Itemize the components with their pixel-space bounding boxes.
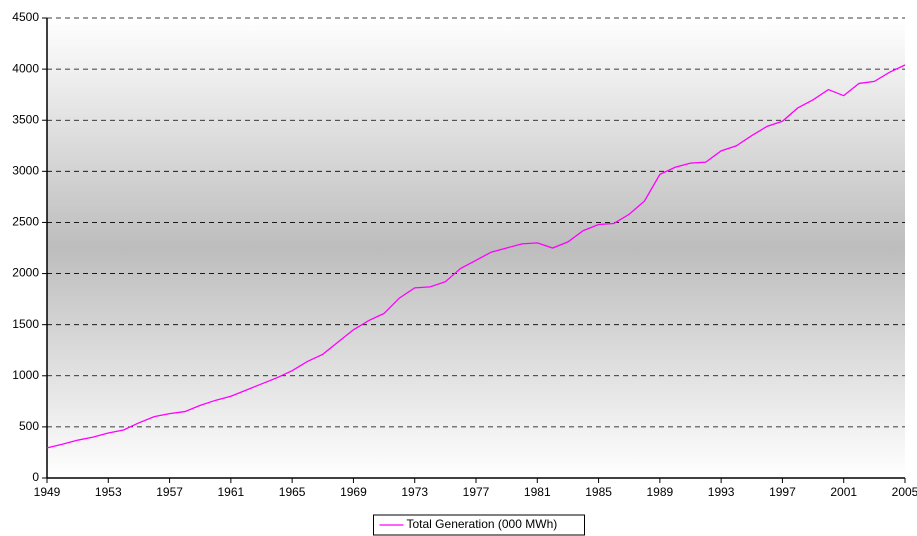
x-tick-label: 2005 [892,485,917,499]
x-tick-label: 1985 [585,485,612,499]
x-tick-label: 1993 [708,485,735,499]
x-tick-label: 1977 [463,485,490,499]
y-tick-label: 2500 [12,215,39,229]
x-tick-label: 1953 [95,485,122,499]
y-tick-label: 4000 [12,61,39,75]
y-tick-label: 4500 [12,10,39,24]
x-tick-label: 1981 [524,485,551,499]
y-tick-label: 1000 [12,368,39,382]
plot-area [47,18,905,478]
y-tick-label: 3000 [12,164,39,178]
x-tick-label: 2001 [830,485,857,499]
x-tick-label: 1949 [34,485,61,499]
legend-label: Total Generation (000 MWh) [407,517,558,531]
y-tick-label: 0 [32,470,39,484]
x-tick-label: 1965 [279,485,306,499]
y-tick-label: 2000 [12,266,39,280]
x-tick-label: 1997 [769,485,796,499]
y-tick-label: 500 [19,419,39,433]
x-tick-label: 1973 [401,485,428,499]
y-tick-label: 1500 [12,317,39,331]
x-tick-label: 1961 [218,485,245,499]
data-line [46,64,906,449]
y-tick-label: 3500 [12,112,39,126]
x-tick-label: 1957 [156,485,183,499]
x-tick-label: 1989 [647,485,674,499]
legend-box [373,514,585,536]
x-tick-label: 1969 [340,485,367,499]
